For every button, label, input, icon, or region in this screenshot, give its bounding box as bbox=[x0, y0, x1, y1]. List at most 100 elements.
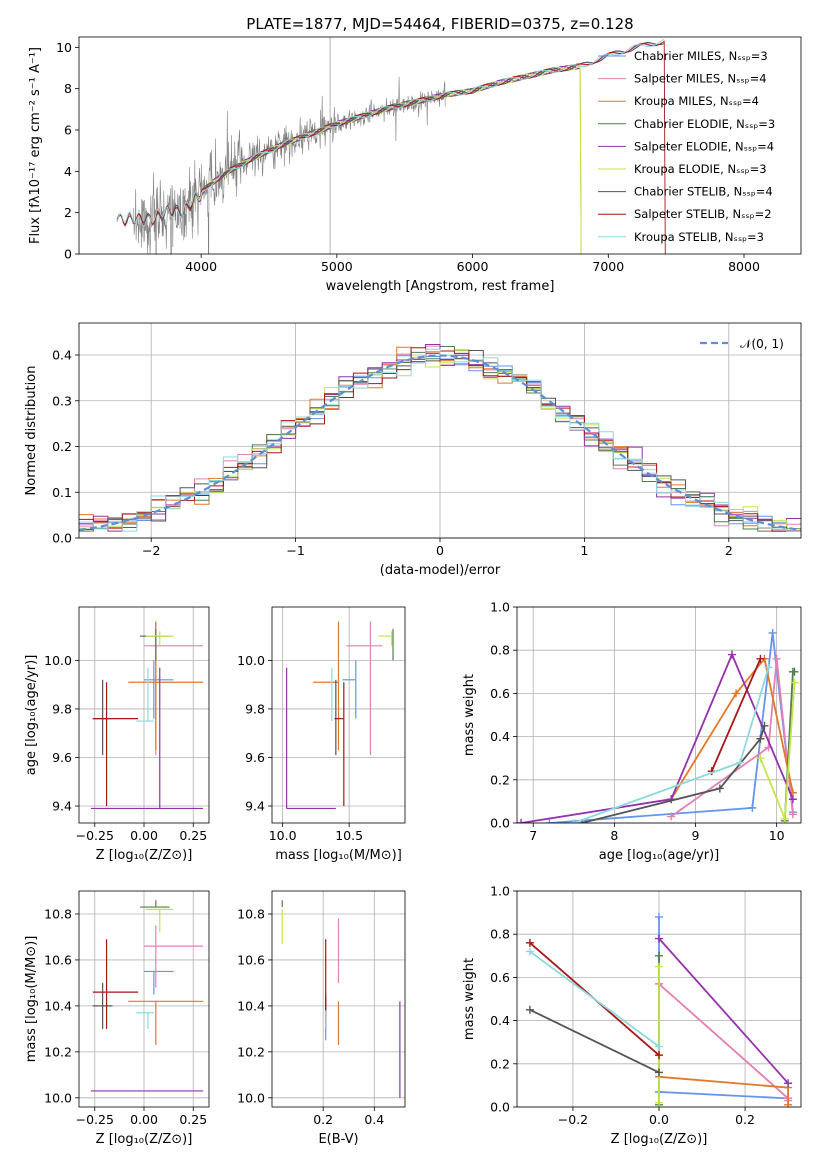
mass-weight-series bbox=[525, 947, 663, 1051]
y-tick-label: 10.0 bbox=[237, 653, 265, 668]
x-tick-label: 1 bbox=[580, 543, 588, 558]
series-marker bbox=[655, 1068, 663, 1077]
x-axis-label: age [log₁₀(age/yr)] bbox=[599, 848, 720, 863]
axes-frame bbox=[271, 890, 406, 1108]
gridlines bbox=[79, 607, 209, 823]
mass-weight-series bbox=[517, 650, 797, 823]
axes-frame bbox=[78, 322, 802, 539]
y-tick-label: 10.6 bbox=[237, 952, 265, 967]
panel-age-vs-Z: −0.25 0.00 0.25 9.4 9.6 9.8 10.0 Z [log₁₀(Z/Z⊙)… bbox=[24, 606, 210, 863]
mass-weight-series bbox=[655, 912, 793, 1103]
series-line bbox=[658, 937, 789, 1084]
legend: Chabrier MILES, Nₛₛₚ=3 Salpeter MILES, Nₛ… bbox=[598, 49, 775, 244]
panel-massweight-vs-age: 7 8 9 10 0.0 0.2 0.4 0.6 0.8 1.0 age [log₁₀(age/yr… bbox=[462, 600, 802, 863]
y-axis-label: mass weight bbox=[462, 674, 477, 756]
model-spectrum-line bbox=[187, 65, 581, 210]
y-tick-label: 0.4 bbox=[52, 348, 72, 363]
axes-frame bbox=[78, 36, 802, 255]
errorbar-point bbox=[92, 679, 113, 756]
ticks: 7 8 9 10 0.0 0.2 0.4 0.6 0.8 1.0 bbox=[490, 600, 785, 844]
plot-area bbox=[525, 912, 793, 1107]
series-marker bbox=[655, 912, 663, 921]
legend-label: 𝒩(0, 1) bbox=[740, 337, 784, 351]
plot-area bbox=[90, 900, 204, 1092]
y-tick-label: 9.4 bbox=[245, 799, 265, 814]
x-tick-label: 2 bbox=[725, 543, 733, 558]
series-marker bbox=[760, 721, 769, 730]
x-tick-label: −0.2 bbox=[558, 1112, 588, 1127]
legend-label: Salpeter STELIB, Nₛₛₚ=2 bbox=[634, 207, 772, 221]
series-marker bbox=[732, 689, 741, 698]
x-tick-label: 5000 bbox=[321, 259, 353, 274]
series-marker bbox=[768, 628, 777, 637]
model-spectrum-line bbox=[116, 38, 665, 228]
series-marker bbox=[525, 947, 534, 956]
errorbar-point bbox=[144, 925, 204, 988]
x-axis-label: wavelength [Angstrom, rest frame] bbox=[326, 279, 555, 294]
y-axis-label: Normed distribution bbox=[24, 366, 39, 496]
x-tick-label: 8000 bbox=[728, 259, 760, 274]
x-axis-label: Z [log₁₀(Z/Z⊙)] bbox=[611, 1132, 708, 1147]
y-tick-label: 0.0 bbox=[52, 531, 72, 546]
mass-weight-series bbox=[525, 1005, 663, 1077]
y-tick-label: 9.6 bbox=[245, 750, 265, 765]
errorbar-point bbox=[286, 667, 336, 810]
errorbar-point bbox=[140, 900, 170, 908]
x-tick-label: −2 bbox=[142, 543, 160, 558]
x-tick-label: 10.0 bbox=[269, 828, 297, 843]
model-spectrum-line bbox=[187, 65, 581, 207]
x-tick-label: 0.25 bbox=[179, 828, 207, 843]
series-marker bbox=[655, 1098, 663, 1107]
mass-weight-series bbox=[655, 934, 793, 1088]
mass-weight-series bbox=[569, 663, 773, 823]
series-line bbox=[710, 658, 762, 772]
panel-mass-vs-EBV: 0.2 0.4 10.0 10.2 10.4 10.6 10.8 E(B-V) bbox=[237, 890, 406, 1147]
ticks: 0.2 0.4 10.0 10.2 10.4 10.6 10.8 bbox=[237, 906, 384, 1127]
x-axis-label: mass [log₁₀(M/M⊙)] bbox=[275, 848, 402, 863]
mass-weight-series bbox=[655, 1072, 793, 1107]
y-tick-label: 10.2 bbox=[237, 1044, 265, 1059]
series-marker bbox=[517, 819, 526, 823]
x-tick-label: 0.00 bbox=[130, 828, 158, 843]
series-line bbox=[759, 682, 796, 820]
y-tick-label: 0.3 bbox=[52, 393, 72, 408]
panel-mass-vs-Z: −0.25 0.00 0.25 10.0 10.2 10.4 10.6 10.8 Z [log₁… bbox=[24, 890, 210, 1147]
y-tick-label: 6 bbox=[64, 123, 72, 138]
errorbar-point bbox=[334, 682, 345, 807]
series-marker bbox=[655, 1042, 663, 1051]
legend-label: Kroupa MILES, Nₛₛₚ=4 bbox=[634, 94, 759, 108]
series-marker bbox=[655, 1051, 663, 1060]
x-tick-label: 0.2 bbox=[735, 1112, 755, 1127]
x-tick-label: −1 bbox=[286, 543, 304, 558]
model-spectrum-line bbox=[138, 42, 662, 227]
errorbar-point bbox=[145, 908, 174, 933]
series-line bbox=[529, 950, 660, 1048]
ticks: −0.25 0.00 0.25 10.0 10.2 10.4 10.6 10.8 bbox=[44, 906, 207, 1127]
errorbar-point bbox=[378, 631, 393, 646]
series-marker bbox=[667, 812, 676, 821]
y-tick-label: 0.2 bbox=[490, 772, 510, 787]
model-spectrum-line bbox=[138, 42, 662, 226]
y-tick-label: 2 bbox=[64, 205, 72, 220]
errorbar-point bbox=[144, 621, 204, 756]
y-tick-label: 10.0 bbox=[237, 1090, 265, 1105]
axes-frame bbox=[516, 890, 802, 1108]
plot-area bbox=[116, 37, 666, 254]
series-marker bbox=[788, 795, 797, 804]
legend-label: Chabrier ELODIE, Nₛₛₚ=3 bbox=[634, 117, 775, 131]
x-tick-label: 0 bbox=[436, 543, 444, 558]
series-line bbox=[658, 916, 789, 1100]
x-tick-label: 0.2 bbox=[313, 1112, 333, 1127]
errorbar-point bbox=[144, 660, 174, 719]
mass-weight-series bbox=[756, 678, 799, 823]
series-marker bbox=[790, 667, 799, 676]
y-tick-label: 10.4 bbox=[237, 998, 265, 1013]
errorbar-point bbox=[140, 628, 170, 661]
errorbar-point bbox=[136, 667, 154, 722]
x-axis-label: E(B-V) bbox=[318, 1132, 358, 1147]
series-line bbox=[529, 1008, 660, 1074]
gridlines bbox=[79, 891, 209, 1107]
errorbar-point bbox=[90, 667, 204, 810]
y-tick-label: 0.1 bbox=[52, 485, 72, 500]
x-tick-label: 4000 bbox=[185, 259, 217, 274]
